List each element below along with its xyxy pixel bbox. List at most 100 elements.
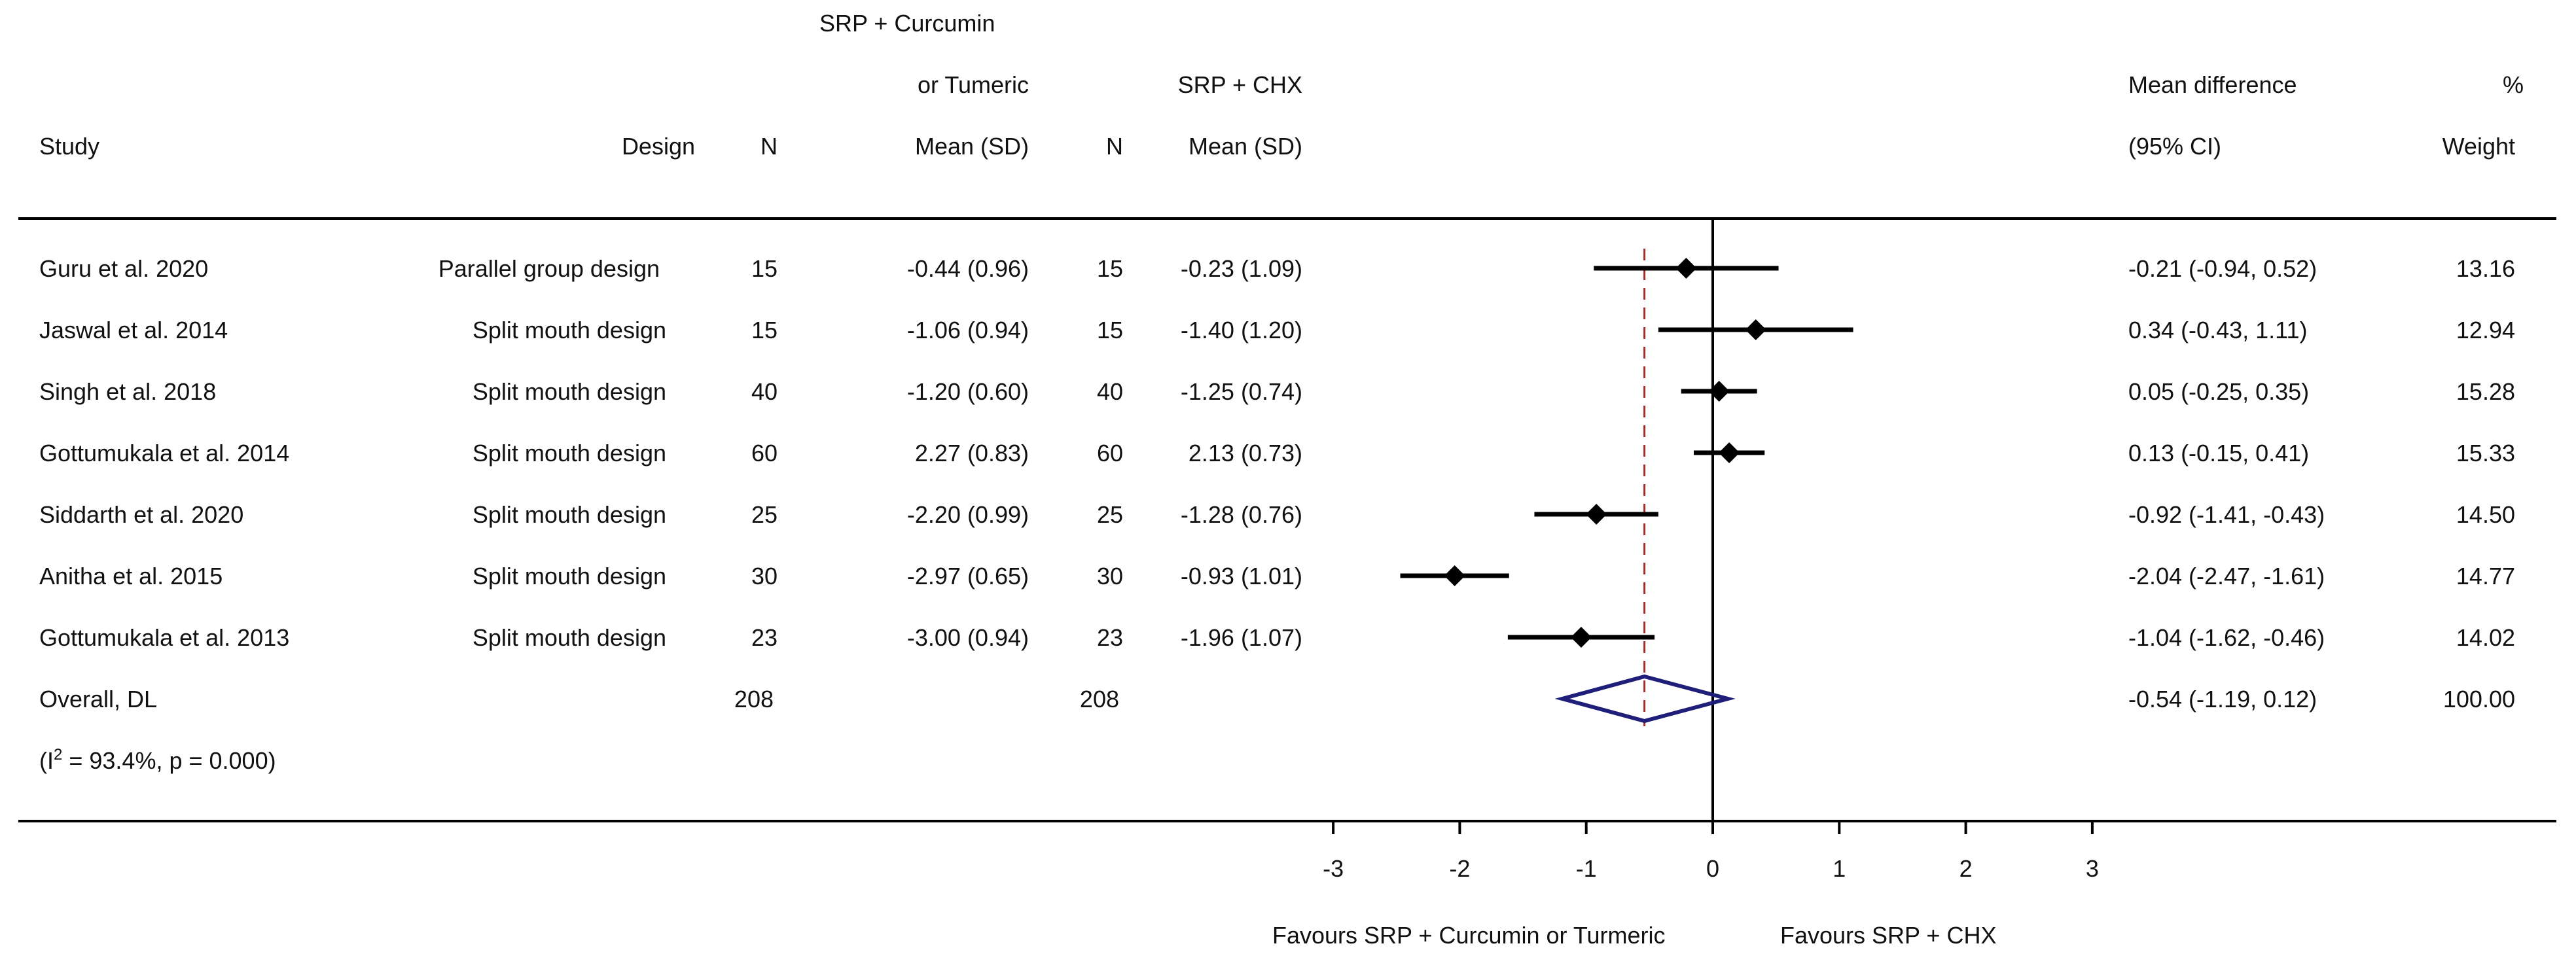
overall-n1: 208 — [734, 686, 774, 712]
overall-n2: 208 — [1080, 686, 1119, 712]
group1-mean-sd: -2.20 (0.99) — [907, 501, 1029, 528]
group2-mean-sd: -1.28 (0.76) — [1181, 501, 1302, 528]
group2-mean-sd: -1.40 (1.20) — [1181, 317, 1302, 343]
header-group1-line2: or Tumeric — [918, 71, 1029, 98]
design-label: Split mouth design — [473, 563, 666, 589]
study-label: Gottumukala et al. 2014 — [39, 440, 289, 466]
table-row: Guru et al. 2020 Parallel group design 1… — [39, 255, 2515, 282]
n2-value: 25 — [1097, 501, 1123, 528]
favours-left-label: Favours SRP + Curcumin or Turmeric — [1272, 922, 1666, 949]
overall-ci-value: -0.54 (-1.19, 0.12) — [2128, 686, 2317, 712]
point-estimate — [1708, 381, 1730, 402]
table-row: Anitha et al. 2015 Split mouth design 30… — [39, 563, 2515, 589]
header-design: Design — [622, 133, 695, 160]
study-label: Jaswal et al. 2014 — [39, 317, 228, 343]
overall-weight: 100.00 — [2443, 686, 2515, 712]
n1-value: 23 — [751, 624, 778, 651]
group1-mean-sd: -1.20 (0.60) — [907, 378, 1029, 405]
weight-value: 12.94 — [2456, 317, 2515, 343]
n2-value: 15 — [1097, 255, 1123, 282]
header-group1-mean-sd: Mean (SD) — [915, 133, 1029, 160]
weight-value: 14.02 — [2456, 624, 2515, 651]
n1-value: 25 — [751, 501, 778, 528]
point-estimate — [1719, 442, 1740, 463]
header-mean-difference: Mean difference — [2128, 71, 2297, 98]
design-label: Split mouth design — [473, 378, 666, 405]
design-label: Parallel group design — [438, 255, 660, 282]
study-label: Anitha et al. 2015 — [39, 563, 223, 589]
group1-mean-sd: -0.44 (0.96) — [907, 255, 1029, 282]
n2-value: 60 — [1097, 440, 1123, 466]
n1-value: 40 — [751, 378, 778, 405]
group1-mean-sd: -2.97 (0.65) — [907, 563, 1029, 589]
overall-label: Overall, DL — [39, 686, 157, 712]
x-tick-label: 3 — [2086, 855, 2099, 882]
design-label: Split mouth design — [473, 440, 666, 466]
favours-right-label: Favours SRP + CHX — [1780, 922, 1996, 949]
ci-value: 0.13 (-0.15, 0.41) — [2128, 440, 2309, 466]
weight-value: 13.16 — [2456, 255, 2515, 282]
table-header: SRP + Curcumin or Tumeric Mean (SD) SRP … — [39, 10, 2524, 160]
overall-row: Overall, DL 208 208 -0.54 (-1.19, 0.12) … — [39, 686, 2515, 774]
group1-mean-sd: -3.00 (0.94) — [907, 624, 1029, 651]
point-estimate — [1444, 565, 1465, 586]
n2-value: 40 — [1097, 378, 1123, 405]
group2-mean-sd: -1.25 (0.74) — [1181, 378, 1302, 405]
x-axis-ticks: -3 -2 -1 0 1 2 3 — [1323, 821, 2099, 882]
weight-value: 15.28 — [2456, 378, 2515, 405]
study-label: Guru et al. 2020 — [39, 255, 208, 282]
group1-mean-sd: -1.06 (0.94) — [907, 317, 1029, 343]
group2-mean-sd: 2.13 (0.73) — [1189, 440, 1302, 466]
study-label: Gottumukala et al. 2013 — [39, 624, 289, 651]
ci-value: -2.04 (-2.47, -1.61) — [2128, 563, 2325, 589]
n2-value: 15 — [1097, 317, 1123, 343]
n2-value: 30 — [1097, 563, 1123, 589]
n1-value: 15 — [751, 317, 778, 343]
header-weight: Weight — [2442, 133, 2515, 160]
ci-value: -1.04 (-1.62, -0.46) — [2128, 624, 2325, 651]
study-estimates — [1400, 258, 1853, 648]
study-label: Singh et al. 2018 — [39, 378, 216, 405]
ci-value: -0.21 (-0.94, 0.52) — [2128, 255, 2317, 282]
table-row: Gottumukala et al. 2014 Split mouth desi… — [39, 440, 2515, 466]
weight-value: 14.50 — [2456, 501, 2515, 528]
group1-mean-sd: 2.27 (0.83) — [915, 440, 1029, 466]
point-estimate — [1745, 319, 1766, 340]
point-estimate — [1675, 258, 1697, 279]
header-percent: % — [2503, 71, 2524, 98]
n1-value: 15 — [751, 255, 778, 282]
table-row: Siddarth et al. 2020 Split mouth design … — [39, 501, 2515, 528]
point-estimate — [1586, 504, 1607, 525]
x-tick-label: -3 — [1323, 855, 1344, 882]
table-row: Gottumukala et al. 2013 Split mouth desi… — [39, 624, 2515, 651]
ci-value: 0.05 (-0.25, 0.35) — [2128, 378, 2309, 405]
point-estimate — [1570, 627, 1592, 648]
x-tick-label: 1 — [1833, 855, 1846, 882]
design-label: Split mouth design — [473, 501, 666, 528]
n1-value: 30 — [751, 563, 778, 589]
weight-value: 15.33 — [2456, 440, 2515, 466]
n2-value: 23 — [1097, 624, 1123, 651]
weight-value: 14.77 — [2456, 563, 2515, 589]
header-group1-line1: SRP + Curcumin — [819, 10, 995, 37]
group2-mean-sd: -0.93 (1.01) — [1181, 563, 1302, 589]
header-study: Study — [39, 133, 99, 160]
ci-value: 0.34 (-0.43, 1.11) — [2128, 317, 2308, 343]
header-ci: (95% CI) — [2128, 133, 2221, 160]
group2-mean-sd: -1.96 (1.07) — [1181, 624, 1302, 651]
x-tick-label: -1 — [1576, 855, 1597, 882]
x-tick-label: -2 — [1449, 855, 1470, 882]
n1-value: 60 — [751, 440, 778, 466]
design-label: Split mouth design — [473, 624, 666, 651]
heterogeneity-statistic: (I2 = 93.4%, p = 0.000) — [39, 746, 276, 774]
header-group2-line1: SRP + CHX — [1178, 71, 1302, 98]
table-row: Singh et al. 2018 Split mouth design 40 … — [39, 378, 2515, 405]
x-tick-label: 0 — [1706, 855, 1719, 882]
design-label: Split mouth design — [473, 317, 666, 343]
study-rows: Guru et al. 2020 Parallel group design 1… — [39, 255, 2515, 651]
header-n2: N — [1106, 133, 1123, 160]
study-label: Siddarth et al. 2020 — [39, 501, 243, 528]
header-group2-mean-sd: Mean (SD) — [1189, 133, 1302, 160]
table-row: Jaswal et al. 2014 Split mouth design 15… — [39, 317, 2515, 343]
